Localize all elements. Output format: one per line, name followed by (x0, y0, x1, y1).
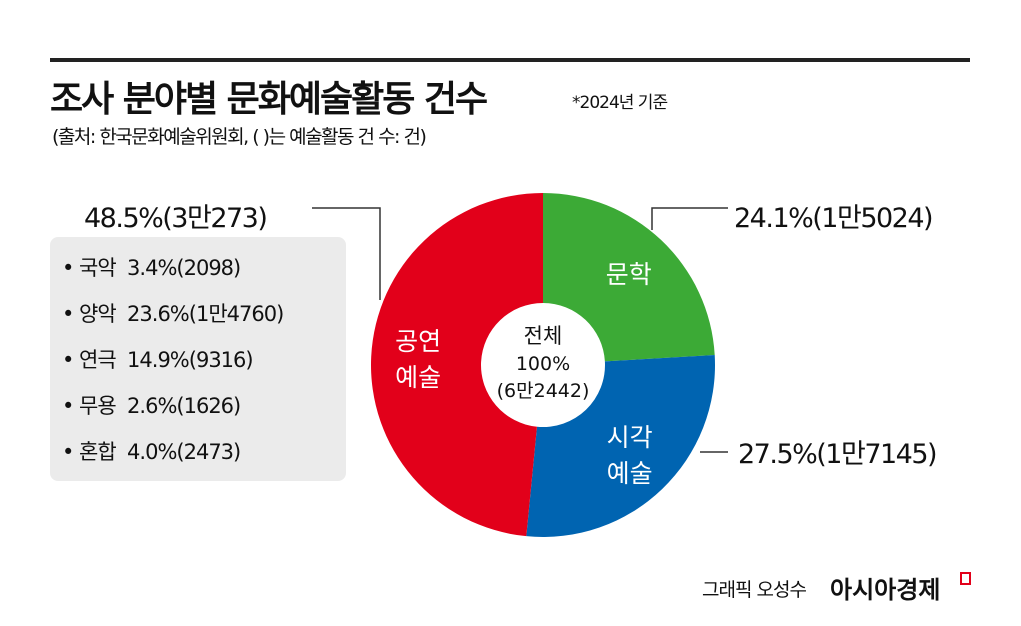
breakdown-item: • 무용 2.6%(1626) (62, 394, 241, 418)
date-note: *2024년 기준 (572, 93, 668, 113)
donut-slice (370, 193, 543, 537)
leader-line (651, 207, 728, 230)
slice-name: 예술 (395, 363, 441, 392)
brand-mark-icon (960, 572, 971, 585)
top-rule (50, 58, 970, 62)
breakdown-box (50, 237, 346, 481)
breakdown-item: • 양악 23.6%(1만4760) (62, 302, 284, 326)
center-label: (6만2442) (497, 380, 590, 402)
leader-line (312, 207, 381, 300)
breakdown-item: • 혼합 4.0%(2473) (62, 440, 241, 464)
donut-slice (543, 193, 715, 362)
source-note: (출처: 한국문화예술위원회, ( )는 예술활동 건 수: 건) (52, 126, 427, 148)
graphic-credit: 그래픽 오성수 (702, 579, 807, 601)
breakdown-item: • 국악 3.4%(2098) (62, 256, 241, 280)
brand-logo: 아시아경제 (830, 576, 941, 604)
slice-label-performing-arts: 48.5%(3만273) (84, 203, 268, 234)
slice-name: 문학 (606, 260, 652, 289)
slice-name: 공연 (395, 327, 441, 356)
slice-name: 시각 (607, 423, 653, 452)
breakdown-item: • 연극 14.9%(9316) (62, 348, 254, 372)
center-label: 100% (516, 353, 570, 375)
slice-label-literature: 24.1%(1만5024) (734, 203, 934, 234)
donut-slice (526, 355, 715, 537)
center-label: 전체 (524, 324, 563, 348)
slice-label-visual-arts: 27.5%(1만7145) (738, 439, 938, 470)
slice-name: 예술 (607, 459, 653, 488)
chart-title: 조사 분야별 문화예술활동 건수 (50, 79, 488, 120)
